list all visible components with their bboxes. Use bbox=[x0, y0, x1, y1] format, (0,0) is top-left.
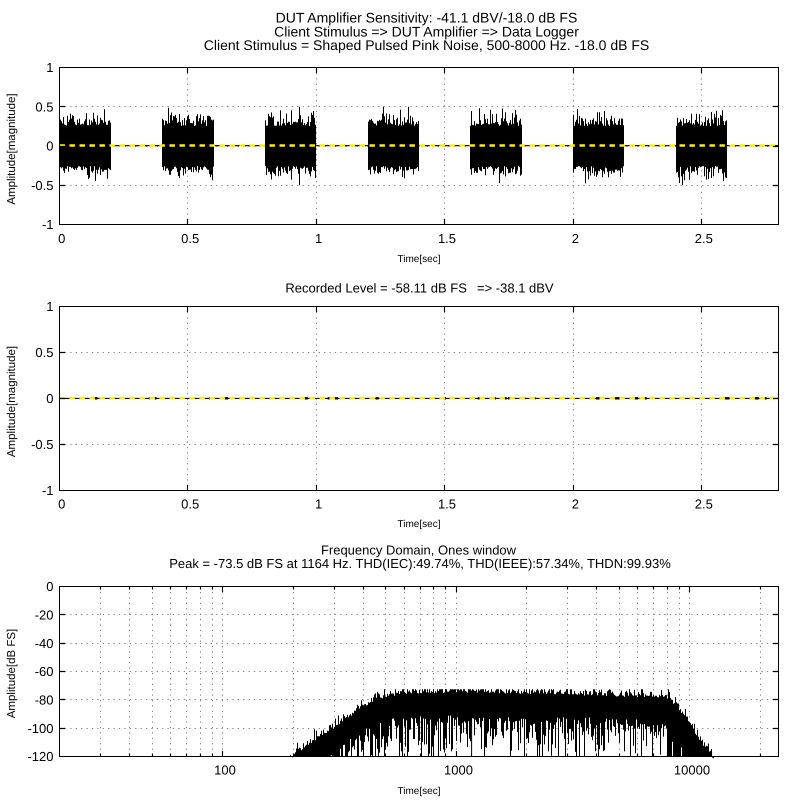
svg-text:0.5: 0.5 bbox=[181, 231, 199, 246]
svg-text:Amplitude[magnitude]: Amplitude[magnitude] bbox=[6, 93, 18, 204]
svg-text:-60: -60 bbox=[35, 664, 54, 679]
svg-text:Recorded Level = -58.11 dB FS: Recorded Level = -58.11 dB FS => -38.1 d… bbox=[285, 281, 554, 296]
svg-text:0: 0 bbox=[46, 391, 53, 406]
svg-text:Time[sec]: Time[sec] bbox=[398, 786, 441, 797]
svg-text:-100: -100 bbox=[27, 721, 53, 736]
svg-text:100: 100 bbox=[214, 763, 236, 778]
svg-text:-80: -80 bbox=[35, 693, 54, 708]
svg-text:-1: -1 bbox=[42, 483, 54, 498]
svg-text:2: 2 bbox=[572, 231, 579, 246]
svg-text:0: 0 bbox=[46, 139, 53, 154]
svg-text:2: 2 bbox=[572, 496, 579, 511]
svg-text:1: 1 bbox=[315, 496, 322, 511]
svg-text:1: 1 bbox=[46, 60, 53, 75]
svg-text:-0.5: -0.5 bbox=[31, 178, 53, 193]
svg-text:Frequency Domain, Ones window: Frequency Domain, Ones window bbox=[321, 543, 517, 558]
svg-text:0: 0 bbox=[58, 496, 65, 511]
svg-text:0.5: 0.5 bbox=[181, 496, 199, 511]
svg-text:Time[sec]: Time[sec] bbox=[398, 254, 441, 265]
svg-text:-20: -20 bbox=[35, 608, 54, 623]
svg-text:Amplitude[dB FS]: Amplitude[dB FS] bbox=[6, 629, 18, 718]
svg-text:1: 1 bbox=[46, 299, 53, 314]
svg-text:2.5: 2.5 bbox=[695, 496, 713, 511]
svg-text:2.5: 2.5 bbox=[695, 231, 713, 246]
svg-text:1: 1 bbox=[315, 231, 322, 246]
svg-text:Time[sec]: Time[sec] bbox=[398, 519, 441, 530]
svg-text:10000: 10000 bbox=[674, 763, 710, 778]
svg-text:-40: -40 bbox=[35, 636, 54, 651]
svg-text:0: 0 bbox=[46, 579, 53, 594]
svg-text:-1: -1 bbox=[42, 217, 54, 232]
svg-text:1.5: 1.5 bbox=[438, 231, 456, 246]
svg-text:-0.5: -0.5 bbox=[31, 437, 53, 452]
svg-text:1.5: 1.5 bbox=[438, 496, 456, 511]
svg-text:DUT Amplifier Sensitivity: -41: DUT Amplifier Sensitivity: -41.1 dBV/-18… bbox=[276, 9, 578, 25]
svg-text:Peak = -73.5 dB FS at 1164 Hz.: Peak = -73.5 dB FS at 1164 Hz. THD(IEC):… bbox=[169, 556, 671, 571]
svg-text:0.5: 0.5 bbox=[35, 100, 53, 115]
svg-text:Client Stimulus = Shaped Pulse: Client Stimulus = Shaped Pulsed Pink Noi… bbox=[204, 37, 650, 53]
svg-text:Amplitude[magnitude]: Amplitude[magnitude] bbox=[6, 346, 18, 457]
svg-text:-120: -120 bbox=[27, 749, 53, 764]
svg-text:Client Stimulus => DUT Amplifi: Client Stimulus => DUT Amplifier => Data… bbox=[274, 23, 579, 39]
svg-text:0.5: 0.5 bbox=[35, 345, 53, 360]
svg-text:1000: 1000 bbox=[444, 763, 473, 778]
svg-text:0: 0 bbox=[58, 231, 65, 246]
